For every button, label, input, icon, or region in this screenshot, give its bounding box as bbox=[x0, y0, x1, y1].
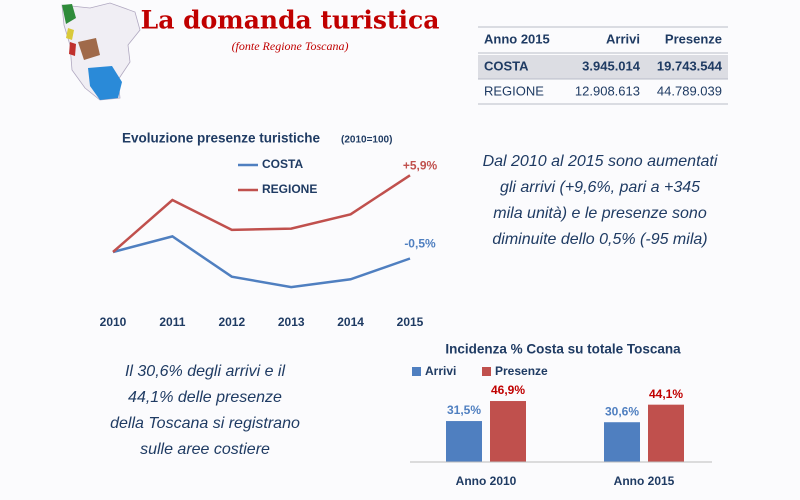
note-line: mila unità) e le presenze sono bbox=[493, 205, 707, 222]
note-line: sulle aree costiere bbox=[140, 441, 270, 458]
map-icon bbox=[61, 2, 141, 101]
table-header: Anno 2015 bbox=[484, 31, 550, 46]
table-header: Arrivi bbox=[606, 31, 640, 46]
legend-label: Arrivi bbox=[425, 364, 456, 378]
annotation: +5,9% bbox=[403, 158, 438, 172]
title: La domanda turistica bbox=[141, 6, 440, 35]
chart-title: Incidenza % Costa su totale Toscana bbox=[445, 342, 681, 357]
note-line: gli arrivi (+9,6%, pari a +345 bbox=[500, 179, 700, 196]
legend-swatch bbox=[412, 367, 421, 376]
note-line: Dal 2010 al 2015 sono aumentati bbox=[483, 153, 718, 170]
bar bbox=[604, 422, 640, 462]
line-series bbox=[112, 174, 411, 253]
x-tick-label: 2014 bbox=[337, 315, 364, 329]
value-label: 31,5% bbox=[447, 403, 481, 417]
annotation: -0,5% bbox=[404, 237, 436, 251]
legend-label: Presenze bbox=[495, 364, 548, 378]
note-line: della Toscana si registrano bbox=[110, 415, 300, 432]
bar bbox=[648, 404, 684, 462]
table-highlight bbox=[478, 55, 728, 79]
table-cell: 12.908.613 bbox=[575, 83, 640, 98]
line-series bbox=[112, 235, 411, 289]
table-cell: 44.789.039 bbox=[657, 83, 722, 98]
value-label: 44,1% bbox=[649, 387, 683, 401]
value-label: 30,6% bbox=[605, 404, 639, 418]
x-tick-label: 2010 bbox=[100, 315, 127, 329]
bar bbox=[490, 401, 526, 462]
chart-title: Evoluzione presenze turistiche bbox=[122, 131, 321, 146]
bar-chart: Incidenza % Costa su totale Toscana Arriv… bbox=[410, 342, 712, 488]
x-tick-label: 2012 bbox=[218, 315, 245, 329]
table-cell: 3.945.014 bbox=[582, 58, 641, 73]
line-chart: Evoluzione presenze turistiche (2010=100)… bbox=[100, 131, 438, 330]
x-tick-label: Anno 2010 bbox=[456, 474, 517, 488]
notes: Dal 2010 al 2015 sono aumentati gli arriv… bbox=[110, 153, 718, 458]
legend-label: REGIONE bbox=[262, 182, 317, 196]
x-tick-label: Anno 2015 bbox=[614, 474, 675, 488]
legend-swatch bbox=[482, 367, 491, 376]
x-tick-label: 2015 bbox=[397, 315, 424, 329]
x-tick-label: 2011 bbox=[159, 315, 185, 329]
note-line: diminuite dello 0,5% (-95 mila) bbox=[492, 231, 707, 248]
value-label: 46,9% bbox=[491, 383, 525, 397]
chart-subtitle: (2010=100) bbox=[341, 135, 392, 146]
x-tick-label: 2013 bbox=[278, 315, 305, 329]
table-cell: COSTA bbox=[484, 58, 529, 73]
bar bbox=[446, 421, 482, 462]
subtitle: (fonte Regione Toscana) bbox=[232, 39, 349, 53]
legend-label: COSTA bbox=[262, 157, 303, 171]
note-line: Il 30,6% degli arrivi e il bbox=[125, 363, 286, 380]
note-line: 44,1% delle presenze bbox=[128, 389, 282, 406]
table-header: Presenze bbox=[665, 31, 722, 46]
table: Anno 2015 Arrivi Presenze COSTA 3.945.014 19.… bbox=[478, 26, 728, 105]
table-cell: REGIONE bbox=[484, 83, 544, 98]
table-cell: 19.743.544 bbox=[657, 58, 723, 73]
